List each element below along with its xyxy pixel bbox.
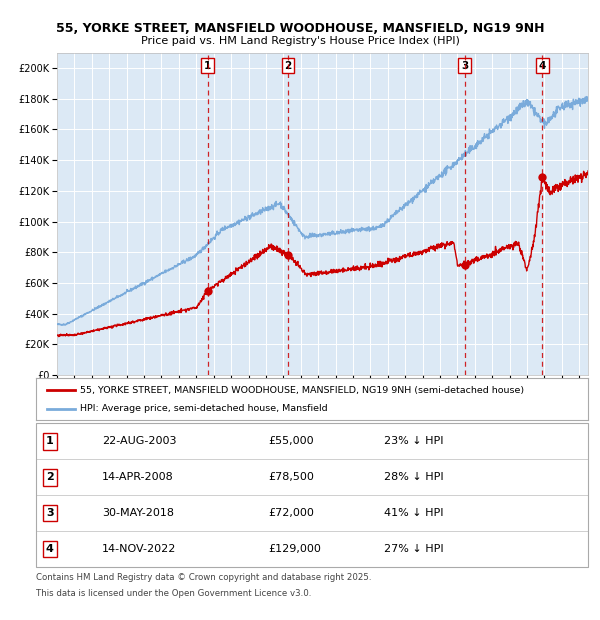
Text: 28% ↓ HPI: 28% ↓ HPI [384, 472, 443, 482]
Text: £78,500: £78,500 [268, 472, 314, 482]
Text: HPI: Average price, semi-detached house, Mansfield: HPI: Average price, semi-detached house,… [80, 404, 328, 413]
Text: Contains HM Land Registry data © Crown copyright and database right 2025.: Contains HM Land Registry data © Crown c… [36, 574, 371, 583]
Text: 30-MAY-2018: 30-MAY-2018 [102, 508, 174, 518]
Text: 55, YORKE STREET, MANSFIELD WOODHOUSE, MANSFIELD, NG19 9NH (semi-detached house): 55, YORKE STREET, MANSFIELD WOODHOUSE, M… [80, 386, 524, 394]
Text: £72,000: £72,000 [268, 508, 314, 518]
Text: £55,000: £55,000 [268, 436, 313, 446]
Text: 1: 1 [46, 436, 53, 446]
Text: 4: 4 [539, 61, 546, 71]
Bar [36, 531, 588, 567]
Bar [36, 423, 588, 459]
Text: 22-AUG-2003: 22-AUG-2003 [102, 436, 177, 446]
Text: 27% ↓ HPI: 27% ↓ HPI [384, 544, 443, 554]
Text: 2: 2 [284, 61, 292, 71]
Text: 3: 3 [461, 61, 468, 71]
Text: 14-APR-2008: 14-APR-2008 [102, 472, 174, 482]
Text: 1: 1 [204, 61, 211, 71]
Text: Price paid vs. HM Land Registry's House Price Index (HPI): Price paid vs. HM Land Registry's House … [140, 36, 460, 46]
Text: 55, YORKE STREET, MANSFIELD WOODHOUSE, MANSFIELD, NG19 9NH: 55, YORKE STREET, MANSFIELD WOODHOUSE, M… [56, 22, 544, 35]
Text: £129,000: £129,000 [268, 544, 321, 554]
Bar [36, 459, 588, 495]
Text: 2: 2 [46, 472, 53, 482]
Text: 41% ↓ HPI: 41% ↓ HPI [384, 508, 443, 518]
Bar [36, 495, 588, 531]
Text: 23% ↓ HPI: 23% ↓ HPI [384, 436, 443, 446]
Text: 3: 3 [46, 508, 53, 518]
Text: This data is licensed under the Open Government Licence v3.0.: This data is licensed under the Open Gov… [36, 589, 311, 598]
Text: 14-NOV-2022: 14-NOV-2022 [102, 544, 176, 554]
Text: 4: 4 [46, 544, 54, 554]
